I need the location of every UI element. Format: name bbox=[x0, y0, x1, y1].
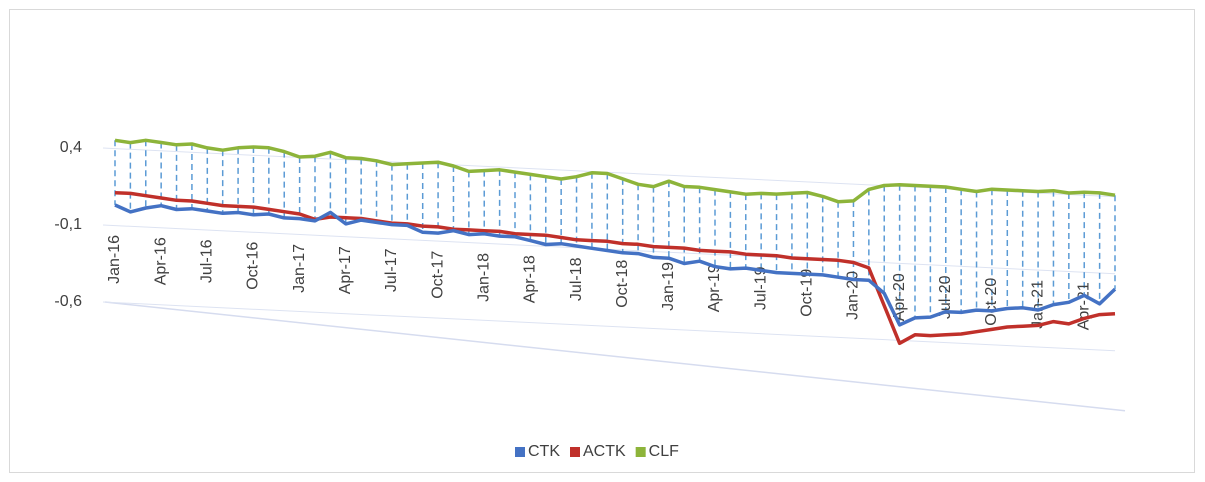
x-tick-label: Jul-18 bbox=[568, 257, 585, 301]
line-series bbox=[114, 203, 1117, 327]
line-series bbox=[114, 138, 1116, 204]
x-tick-label: Apr-19 bbox=[706, 264, 723, 312]
x-tick-label: Jul-19 bbox=[752, 266, 769, 310]
legend-label: CLF bbox=[649, 443, 679, 460]
line-series bbox=[114, 190, 1116, 346]
x-tick-label: Jul-20 bbox=[937, 275, 954, 319]
x-tick-label: Jan-18 bbox=[475, 253, 492, 302]
y-tick-label: 0,4 bbox=[60, 139, 82, 156]
x-tick-label: Oct-17 bbox=[429, 251, 446, 299]
x-tick-label: Oct-16 bbox=[245, 242, 262, 290]
floor-line bbox=[104, 301, 1126, 412]
legend-label: ACTK bbox=[583, 443, 626, 460]
x-tick-label: Jan-21 bbox=[1029, 280, 1046, 329]
x-tick-label: Jul-17 bbox=[383, 248, 400, 292]
legend-label: CTK bbox=[528, 443, 560, 460]
x-tick-label: Apr-16 bbox=[152, 237, 169, 285]
x-tick-label: Oct-18 bbox=[614, 260, 631, 308]
grid-line bbox=[102, 301, 1116, 352]
legend-swatch bbox=[570, 447, 580, 457]
legend-swatch bbox=[635, 447, 646, 457]
x-tick-label: Jan-19 bbox=[660, 262, 677, 311]
x-tick-label: Apr-20 bbox=[891, 273, 908, 321]
y-tick-label: -0,1 bbox=[54, 216, 82, 233]
x-tick-label: Oct-20 bbox=[983, 278, 1000, 326]
legend-swatch bbox=[515, 447, 525, 457]
x-tick-label: Apr-18 bbox=[522, 255, 539, 303]
x-tick-label: Jan-20 bbox=[845, 271, 862, 320]
x-tick-label: Jan-16 bbox=[106, 235, 123, 284]
x-tick-label: Apr-17 bbox=[337, 246, 354, 294]
x-tick-label: Jul-16 bbox=[199, 239, 216, 283]
x-tick-label: Jan-17 bbox=[291, 244, 308, 293]
y-tick-label: -0,6 bbox=[54, 293, 82, 310]
x-tick-label: Apr-21 bbox=[1075, 282, 1092, 330]
x-tick-label: Oct-19 bbox=[799, 269, 816, 317]
